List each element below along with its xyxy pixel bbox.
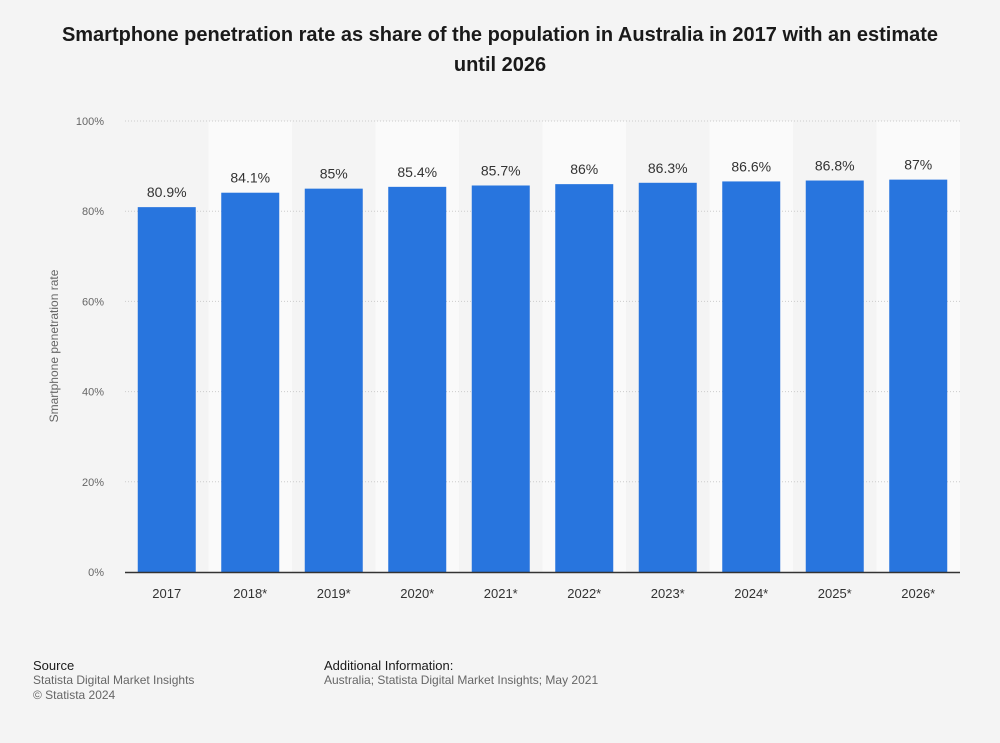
data-label: 86% (570, 161, 598, 177)
gridlines (125, 120, 960, 483)
bar (221, 192, 280, 573)
data-label: 85.7% (481, 162, 521, 178)
y-tick-label: 100% (76, 116, 104, 128)
bar (471, 185, 530, 573)
bar (304, 188, 363, 572)
source-text[interactable]: Statista Digital Market Insights (33, 673, 195, 687)
additional-info-heading: Additional Information: (324, 658, 454, 673)
y-tick-label: 80% (82, 206, 104, 218)
x-tick-label: 2026* (901, 586, 935, 601)
data-label: 86.6% (731, 158, 771, 174)
y-tick-label: 60% (82, 296, 104, 308)
x-tick-label: 2019* (317, 586, 351, 601)
x-tick-label: 2018* (233, 586, 267, 601)
bars (137, 179, 948, 573)
data-label: 86.3% (648, 160, 688, 176)
x-tick-label: 2020* (400, 586, 434, 601)
source-heading: Source (33, 658, 75, 673)
chart-title: Smartphone penetration rate as share of … (61, 24, 939, 76)
data-labels: 80.9% 84.1% 85% 85.4% 85.7% 86% 86.3% 86.6% 86.8… (147, 157, 932, 201)
y-tick-label: 0% (88, 567, 104, 579)
additional-info-section: Additional Information: Australia; Stati… (324, 658, 598, 688)
x-tick-label: 2023* (651, 586, 685, 601)
bar (722, 181, 781, 572)
y-axis-ticks: 0% 20% 40% 60% 80% 100% (76, 116, 104, 579)
x-tick-label: 2024* (734, 586, 768, 601)
data-label: 80.9% (147, 184, 187, 200)
bar (555, 184, 614, 572)
y-axis-label: Smartphone penetration rate (47, 269, 61, 422)
bar (889, 179, 948, 572)
bar (805, 180, 864, 573)
data-label: 85.4% (397, 164, 437, 180)
source-section: Source Statista Digital Market Insights … (33, 658, 194, 703)
x-tick-label: 2017 (152, 586, 181, 601)
x-tick-label: 2021* (484, 586, 518, 601)
y-tick-label: 40% (82, 387, 104, 399)
bar (638, 182, 697, 573)
data-label: 84.1% (230, 170, 270, 186)
bar (388, 186, 447, 572)
x-tick-label: 2022* (567, 586, 601, 601)
y-tick-label: 20% (82, 477, 104, 489)
data-label: 85% (320, 166, 348, 182)
x-axis-ticks: 2017 2018* 2019* 2020* 2021* 2022* 2023* 2024* 2… (152, 586, 935, 601)
data-label: 86.8% (815, 158, 855, 174)
data-label: 87% (904, 157, 932, 173)
additional-info-text: Australia; Statista Digital Market Insig… (324, 673, 599, 687)
x-tick-label: 2025* (818, 586, 852, 601)
bar (137, 207, 196, 573)
copyright-text: © Statista 2024 (33, 688, 116, 702)
